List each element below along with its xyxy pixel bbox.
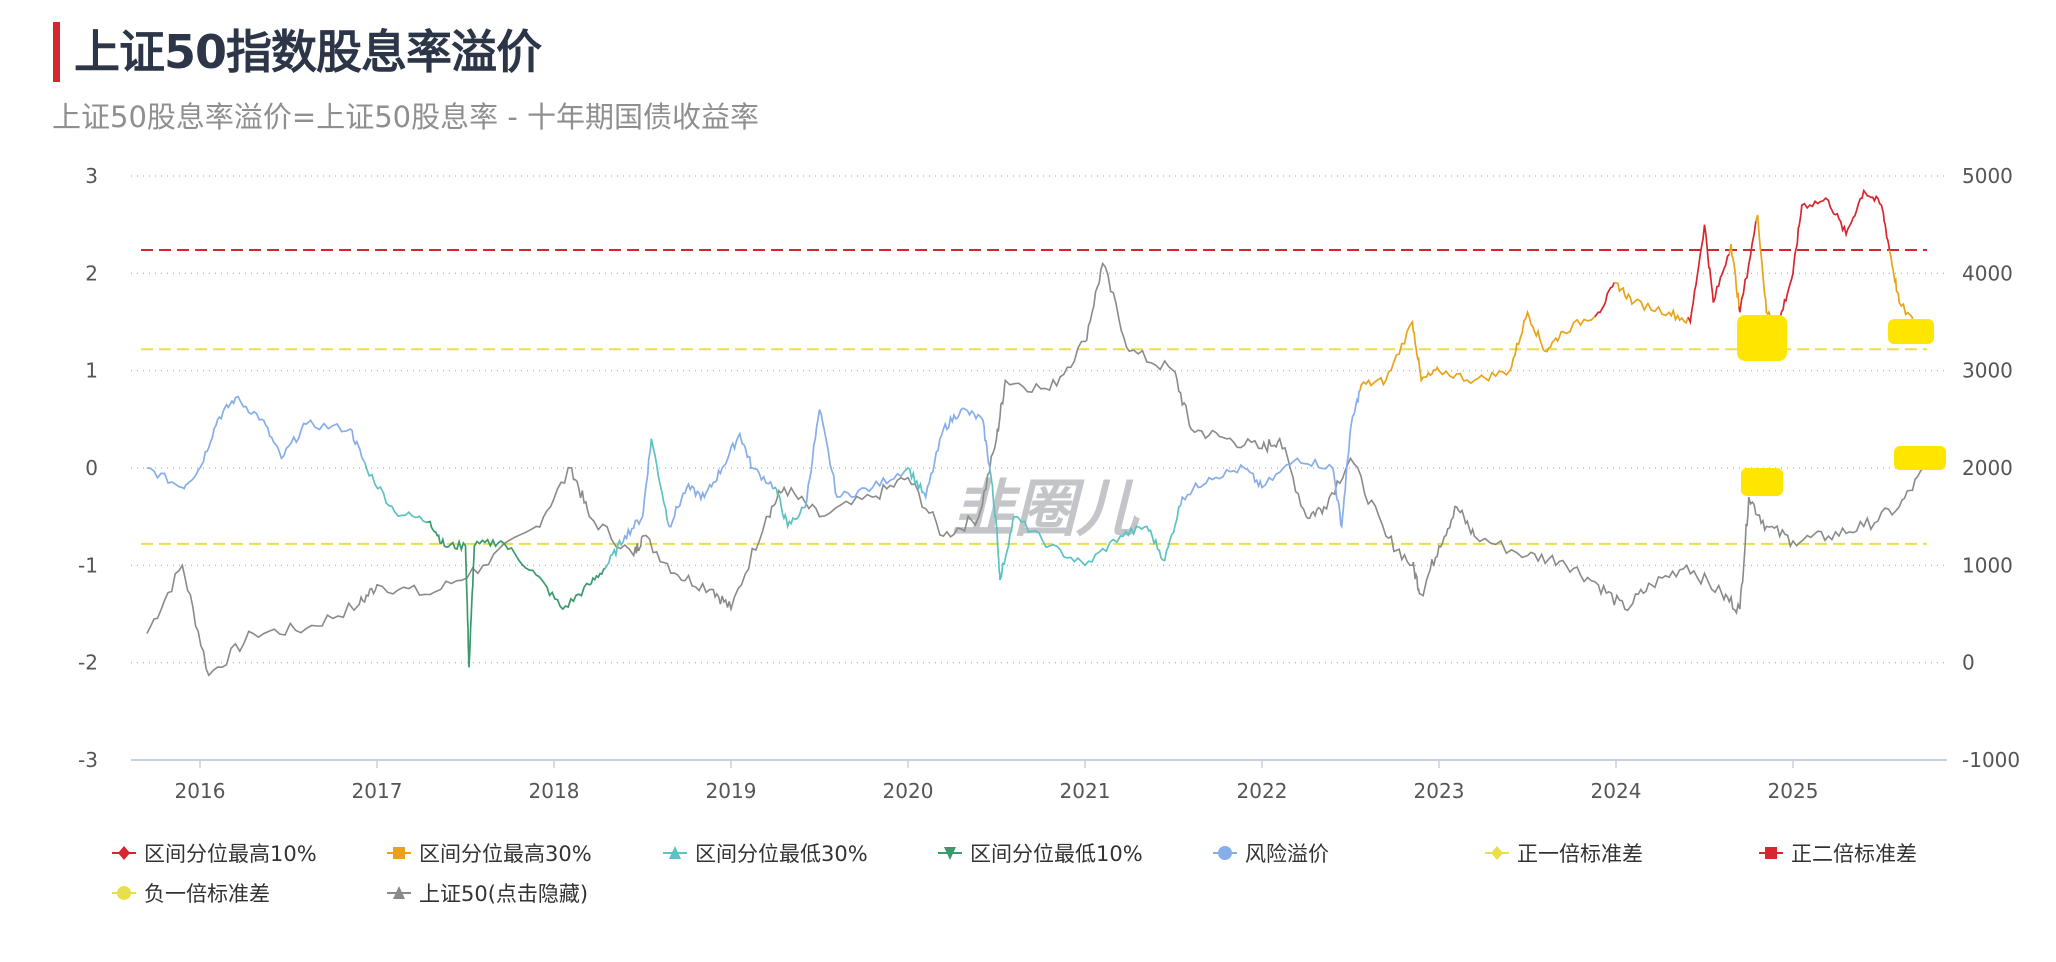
x-axis-tick-label: 2017 <box>352 779 403 803</box>
premium-series <box>146 188 1922 668</box>
right-axis-tick-label: 4000 <box>1962 261 2013 285</box>
x-axis-tick-label: 2024 <box>1591 779 1642 803</box>
legend-label: 负一倍标准差 <box>144 882 270 906</box>
legend-diamond-icon <box>112 846 136 860</box>
legend-label: 上证50(点击隐藏) <box>419 882 589 906</box>
right-axis-tick-label: 3000 <box>1962 359 2013 383</box>
legend-item-plus1sd[interactable]: 正一倍标准差 <box>1485 838 1643 868</box>
x-axis-tick-label: 2025 <box>1768 779 1819 803</box>
highlight-marks <box>1737 315 1946 496</box>
legend-item-minus1sd[interactable]: 负一倍标准差 <box>112 878 270 908</box>
highlight-mark <box>1888 319 1934 344</box>
right-axis-tick-label: 5000 <box>1962 164 2013 188</box>
left-axis-tick-label: 0 <box>85 456 98 480</box>
premium-line-top30 <box>1728 243 1740 307</box>
right-axis-tick-label: 1000 <box>1962 553 2013 577</box>
legend-label: 区间分位最高10% <box>144 842 317 866</box>
premium-line-top10 <box>1776 188 1891 325</box>
x-axis-tick-label: 2021 <box>1060 779 1111 803</box>
axes: -3 -2 -1 0 1 2 3 -1000 0 1000 2000 3000 4000 5000 2016… <box>78 164 2020 803</box>
premium-line-low30 <box>989 471 1182 581</box>
premium-line-low30 <box>903 466 924 494</box>
legend-square-icon <box>387 847 411 859</box>
premium-line-premium <box>622 448 652 543</box>
premium-line-premium <box>803 409 906 509</box>
legend-circle-icon <box>1213 846 1237 860</box>
page-title: 上证50指数股息率溢价 <box>74 25 542 79</box>
x-axis-tick-label: 2016 <box>175 779 226 803</box>
legend-item-low30[interactable]: 区间分位最低30% <box>663 838 868 868</box>
legend-item-sse50[interactable]: 上证50(点击隐藏) <box>387 878 588 908</box>
left-axis-tick-label: -3 <box>78 748 98 772</box>
x-axis-tick-label: 2023 <box>1414 779 1465 803</box>
legend-label: 风险溢价 <box>1245 842 1329 866</box>
premium-line-low30 <box>604 538 624 569</box>
premium-line-top10 <box>1738 221 1757 313</box>
sse50-line <box>146 261 1926 677</box>
left-axis-tick-label: -2 <box>78 651 98 675</box>
legend-diamond-icon <box>1485 846 1509 860</box>
legend-label: 区间分位最高30% <box>419 842 592 866</box>
right-axis-tick-label: 2000 <box>1962 456 2013 480</box>
left-axis-tick-label: -1 <box>78 553 98 577</box>
x-axis-tick-label: 2018 <box>529 779 580 803</box>
legend-item-low10[interactable]: 区间分位最低10% <box>938 838 1143 868</box>
x-axis-tick-label: 2019 <box>706 779 757 803</box>
premium-line-premium <box>1179 389 1361 530</box>
premium-line-top30 <box>1613 281 1689 325</box>
x-axis-tick-label: 2022 <box>1237 779 1288 803</box>
page-subtitle: 上证50股息率溢价=上证50股息率 - 十年期国债收益率 <box>52 100 760 134</box>
sse50-series <box>146 261 1926 677</box>
premium-line-low30 <box>363 462 427 524</box>
premium-line-low10 <box>426 520 606 668</box>
highlight-mark <box>1894 446 1946 470</box>
legend-circle-icon <box>112 886 136 900</box>
premium-line-low30 <box>772 486 804 530</box>
premium-line-premium <box>666 431 774 528</box>
highlight-mark <box>1741 468 1783 496</box>
legend-item-top30[interactable]: 区间分位最高30% <box>387 838 592 868</box>
right-axis-tick-label: 0 <box>1962 651 1975 675</box>
premium-line-top10 <box>1687 224 1730 326</box>
premium-line-top30 <box>1359 309 1596 391</box>
reference-lines <box>141 248 1927 545</box>
premium-line-top10 <box>1594 282 1615 318</box>
watermark-text: 韭圈儿 <box>952 472 1140 545</box>
highlight-mark <box>1737 315 1787 361</box>
legend-triangle-icon <box>387 886 411 899</box>
left-axis-tick-label: 3 <box>85 164 98 188</box>
premium-line-low30 <box>649 438 669 521</box>
legend-triangle-icon <box>663 846 687 859</box>
legend-square-icon <box>1759 847 1783 859</box>
legend-item-top10[interactable]: 区间分位最高10% <box>112 838 317 868</box>
left-axis-tick-label: 1 <box>85 359 98 383</box>
legend-item-plus2sd[interactable]: 正二倍标准差 <box>1759 838 1917 868</box>
legend-label: 区间分位最低30% <box>695 842 868 866</box>
right-axis-tick-label: -1000 <box>1962 748 2020 772</box>
legend-label: 正一倍标准差 <box>1517 842 1643 866</box>
legend-triangle-down-icon <box>938 847 962 860</box>
premium-line-premium <box>146 395 366 490</box>
x-axis-tick-label: 2020 <box>883 779 934 803</box>
legend-label: 区间分位最低10% <box>970 842 1143 866</box>
premium-line-premium <box>923 407 992 501</box>
legend-item-premium[interactable]: 风险溢价 <box>1213 838 1329 868</box>
title-accent-bar <box>53 22 60 82</box>
left-axis-tick-label: 2 <box>85 261 98 285</box>
premium-line-top30 <box>1754 214 1778 325</box>
watermark-logo: 韭圈儿 <box>952 472 1140 545</box>
legend-label: 正二倍标准差 <box>1791 842 1917 866</box>
